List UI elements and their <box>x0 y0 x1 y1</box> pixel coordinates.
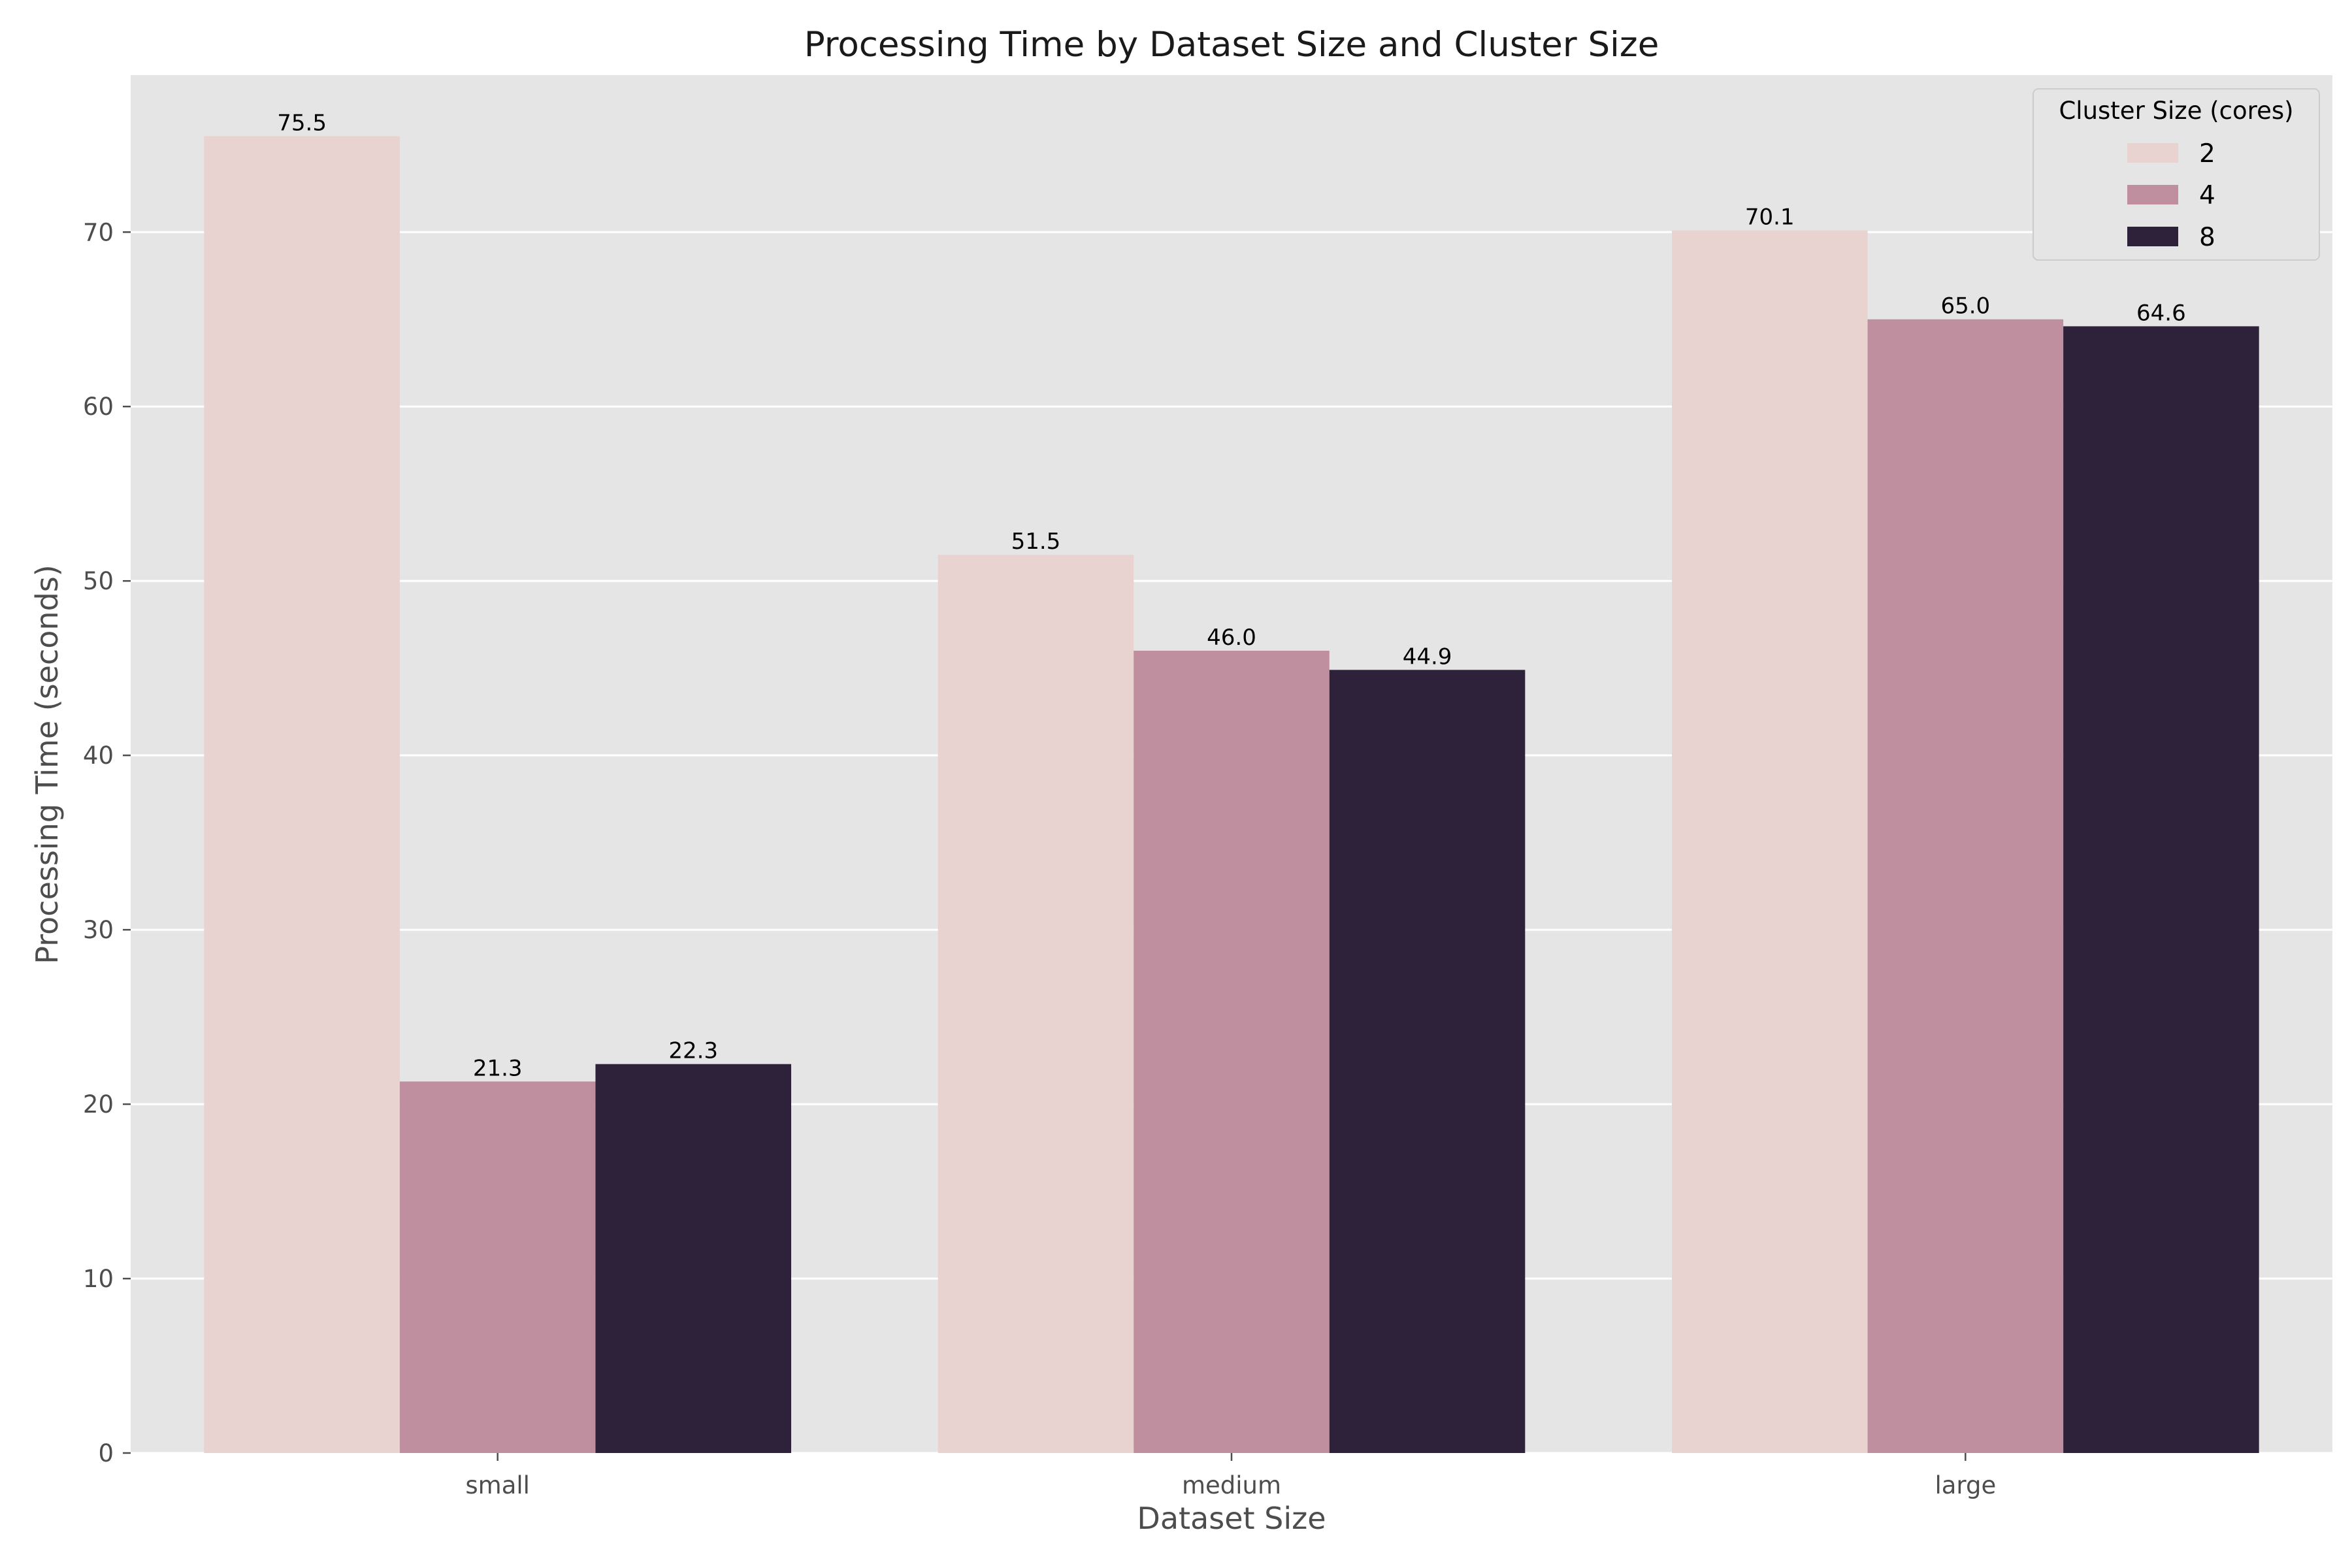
bar <box>1329 670 1526 1453</box>
y-tick-label: 40 <box>83 742 114 770</box>
bar-value-label: 51.5 <box>1011 529 1061 555</box>
y-tick-label: 70 <box>83 218 114 246</box>
bar <box>204 136 400 1453</box>
legend-items: 2 4 8 <box>2127 139 2215 252</box>
legend-entry-label: 4 <box>2199 181 2215 210</box>
y-tick-label: 30 <box>83 916 114 944</box>
bar-value-label: 44.9 <box>1403 644 1452 670</box>
y-tick-label: 0 <box>98 1439 114 1467</box>
bar-value-label: 22.3 <box>668 1038 718 1064</box>
y-tick-label: 50 <box>83 567 114 595</box>
x-axis: small medium large <box>465 1453 1996 1499</box>
legend-frame <box>2033 88 2320 261</box>
bars <box>204 136 2259 1454</box>
plot-area: 75.5 21.3 22.3 51.5 46.0 44.9 70.1 65.0 64.6 0 10… <box>83 75 2332 1499</box>
bar <box>1134 650 1330 1454</box>
bar-value-label: 70.1 <box>1745 204 1795 231</box>
x-axis-label: Dataset Size <box>1137 1501 1326 1536</box>
bar-value-label: 64.6 <box>2136 300 2186 326</box>
y-axis: 0 10 20 30 40 50 60 70 <box>83 218 131 1467</box>
data-labels: 75.5 21.3 22.3 51.5 46.0 44.9 70.1 65.0 64.6 <box>277 110 2185 1081</box>
y-tick-label: 20 <box>83 1090 114 1119</box>
legend-entry-label: 8 <box>2199 223 2215 252</box>
bar <box>938 555 1134 1454</box>
bar <box>595 1064 791 1453</box>
bar-value-label: 21.3 <box>473 1055 523 1081</box>
y-tick-label: 10 <box>83 1265 114 1293</box>
y-axis-label: Processing Time (seconds) <box>29 564 65 964</box>
legend-swatch <box>2127 185 2178 204</box>
bar <box>1672 230 1868 1453</box>
legend-swatch <box>2127 143 2178 163</box>
legend-title: Cluster Size (cores) <box>2059 97 2293 125</box>
bar <box>2063 326 2259 1454</box>
legend: Cluster Size (cores) 2 4 8 <box>2033 88 2320 261</box>
legend-swatch <box>2127 227 2178 246</box>
bar-value-label: 75.5 <box>277 110 327 136</box>
bar-value-label: 65.0 <box>1940 293 1990 319</box>
x-tick-label: medium <box>1182 1471 1281 1499</box>
bar-value-label: 46.0 <box>1207 625 1256 651</box>
y-tick-label: 60 <box>83 393 114 421</box>
legend-entry-label: 2 <box>2199 139 2215 169</box>
bar <box>399 1081 596 1453</box>
x-tick-label: small <box>465 1471 530 1499</box>
x-tick-label: large <box>1935 1471 1996 1499</box>
chart-title: Processing Time by Dataset Size and Clus… <box>804 25 1659 65</box>
bar <box>1867 319 2064 1453</box>
